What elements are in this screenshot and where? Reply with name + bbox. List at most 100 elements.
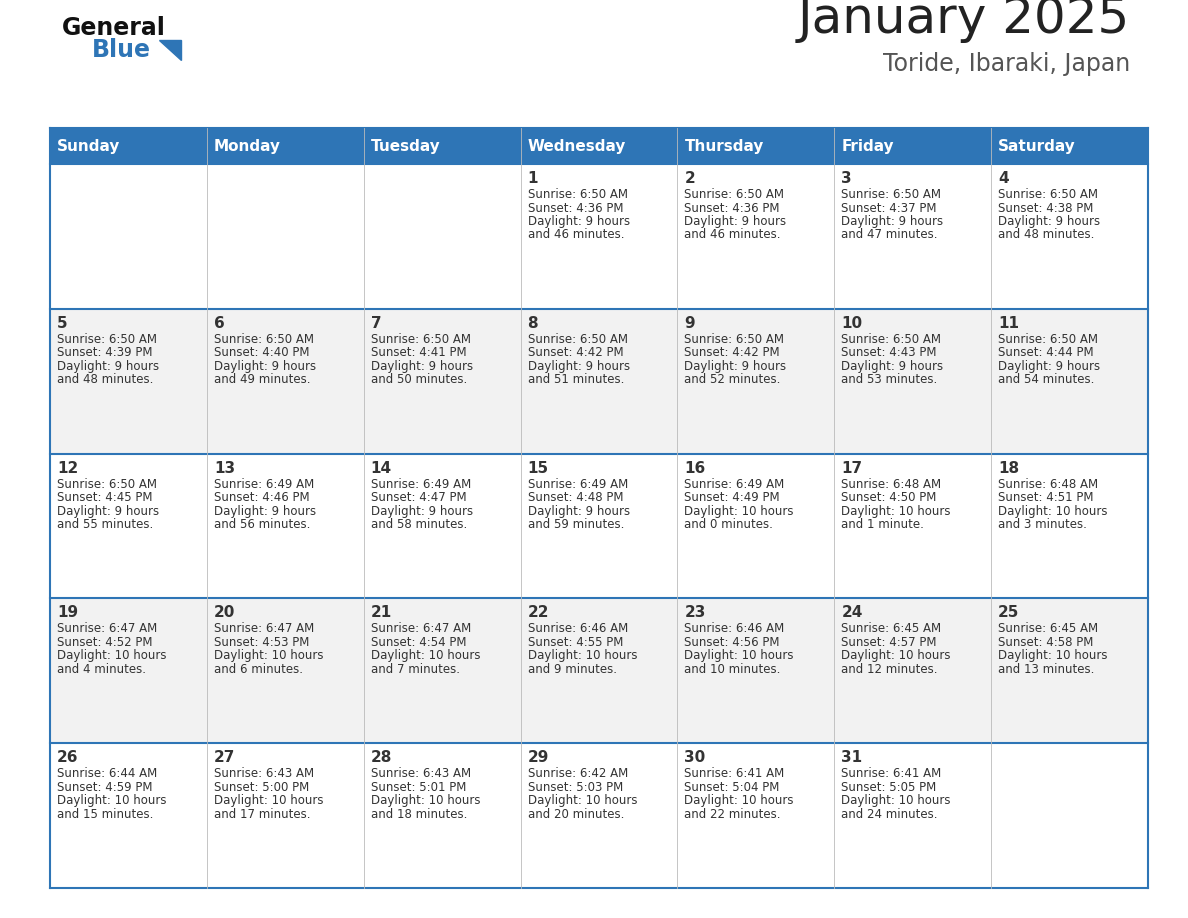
Text: Sunset: 4:39 PM: Sunset: 4:39 PM [57, 346, 152, 359]
Text: Sunset: 5:05 PM: Sunset: 5:05 PM [841, 780, 936, 794]
Text: 29: 29 [527, 750, 549, 766]
Bar [50, 308, 207, 453]
Text: 10: 10 [841, 316, 862, 330]
Text: Daylight: 10 hours: Daylight: 10 hours [841, 794, 950, 807]
Text: Sunrise: 6:45 AM: Sunrise: 6:45 AM [841, 622, 941, 635]
Bar [207, 164, 364, 308]
Bar [364, 308, 520, 453]
Text: Daylight: 10 hours: Daylight: 10 hours [998, 505, 1107, 518]
Bar [834, 744, 991, 888]
Text: and 12 minutes.: and 12 minutes. [841, 663, 937, 676]
Text: and 50 minutes.: and 50 minutes. [371, 374, 467, 386]
Text: 11: 11 [998, 316, 1019, 330]
Text: Sunrise: 6:43 AM: Sunrise: 6:43 AM [214, 767, 314, 780]
Text: Sunset: 4:43 PM: Sunset: 4:43 PM [841, 346, 937, 359]
Text: 22: 22 [527, 605, 549, 621]
Text: and 0 minutes.: and 0 minutes. [684, 518, 773, 532]
Text: and 6 minutes.: and 6 minutes. [214, 663, 303, 676]
Text: Sunrise: 6:41 AM: Sunrise: 6:41 AM [684, 767, 785, 780]
Bar [207, 453, 364, 599]
Text: Sunrise: 6:47 AM: Sunrise: 6:47 AM [371, 622, 470, 635]
Text: Sunrise: 6:50 AM: Sunrise: 6:50 AM [527, 333, 627, 346]
Text: Daylight: 9 hours: Daylight: 9 hours [371, 360, 473, 373]
Text: Daylight: 10 hours: Daylight: 10 hours [998, 649, 1107, 663]
Text: 1: 1 [527, 171, 538, 186]
Bar [991, 453, 1148, 599]
Text: Sunrise: 6:50 AM: Sunrise: 6:50 AM [841, 333, 941, 346]
Text: Sunrise: 6:42 AM: Sunrise: 6:42 AM [527, 767, 627, 780]
Text: and 48 minutes.: and 48 minutes. [998, 229, 1094, 241]
Text: Sunset: 4:36 PM: Sunset: 4:36 PM [527, 201, 623, 215]
Text: Sunset: 4:51 PM: Sunset: 4:51 PM [998, 491, 1094, 504]
Text: Daylight: 10 hours: Daylight: 10 hours [841, 649, 950, 663]
Bar [364, 599, 520, 744]
Text: Daylight: 9 hours: Daylight: 9 hours [527, 360, 630, 373]
Text: Sunrise: 6:50 AM: Sunrise: 6:50 AM [684, 333, 784, 346]
Text: 8: 8 [527, 316, 538, 330]
Bar [520, 744, 677, 888]
Text: Daylight: 10 hours: Daylight: 10 hours [527, 794, 637, 807]
Text: and 59 minutes.: and 59 minutes. [527, 518, 624, 532]
Text: Sunset: 4:40 PM: Sunset: 4:40 PM [214, 346, 309, 359]
Text: Sunrise: 6:47 AM: Sunrise: 6:47 AM [214, 622, 314, 635]
Bar [207, 308, 364, 453]
Text: Blue: Blue [91, 38, 151, 62]
Text: Sunset: 4:41 PM: Sunset: 4:41 PM [371, 346, 467, 359]
Text: Friday: Friday [841, 139, 893, 153]
Text: and 53 minutes.: and 53 minutes. [841, 374, 937, 386]
Text: Daylight: 10 hours: Daylight: 10 hours [57, 794, 166, 807]
Text: Sunset: 5:00 PM: Sunset: 5:00 PM [214, 780, 309, 794]
Text: Daylight: 9 hours: Daylight: 9 hours [527, 215, 630, 228]
Text: Sunrise: 6:50 AM: Sunrise: 6:50 AM [214, 333, 314, 346]
Text: Sunset: 4:46 PM: Sunset: 4:46 PM [214, 491, 310, 504]
Text: and 1 minute.: and 1 minute. [841, 518, 924, 532]
Text: Sunrise: 6:43 AM: Sunrise: 6:43 AM [371, 767, 470, 780]
Text: Sunrise: 6:48 AM: Sunrise: 6:48 AM [998, 477, 1098, 490]
Bar [677, 164, 834, 308]
Text: Sunrise: 6:45 AM: Sunrise: 6:45 AM [998, 622, 1098, 635]
Bar [677, 744, 834, 888]
Text: Daylight: 9 hours: Daylight: 9 hours [684, 215, 786, 228]
Text: Sunrise: 6:50 AM: Sunrise: 6:50 AM [684, 188, 784, 201]
Text: Sunset: 4:48 PM: Sunset: 4:48 PM [527, 491, 623, 504]
Bar [520, 453, 677, 599]
Bar [520, 164, 677, 308]
Bar [677, 308, 834, 453]
Bar [991, 164, 1148, 308]
Text: Daylight: 10 hours: Daylight: 10 hours [57, 649, 166, 663]
Text: Daylight: 9 hours: Daylight: 9 hours [527, 505, 630, 518]
Text: Daylight: 9 hours: Daylight: 9 hours [841, 215, 943, 228]
Text: and 58 minutes.: and 58 minutes. [371, 518, 467, 532]
Text: Daylight: 10 hours: Daylight: 10 hours [684, 649, 794, 663]
Text: Sunset: 4:45 PM: Sunset: 4:45 PM [57, 491, 152, 504]
Text: 20: 20 [214, 605, 235, 621]
Text: Sunset: 4:54 PM: Sunset: 4:54 PM [371, 636, 466, 649]
Text: and 9 minutes.: and 9 minutes. [527, 663, 617, 676]
Text: Daylight: 9 hours: Daylight: 9 hours [214, 505, 316, 518]
Text: Toride, Ibaraki, Japan: Toride, Ibaraki, Japan [883, 52, 1130, 76]
Text: Sunrise: 6:49 AM: Sunrise: 6:49 AM [371, 477, 470, 490]
Text: 23: 23 [684, 605, 706, 621]
Text: 15: 15 [527, 461, 549, 476]
Text: and 54 minutes.: and 54 minutes. [998, 374, 1094, 386]
Text: Saturday: Saturday [998, 139, 1076, 153]
Text: Sunrise: 6:47 AM: Sunrise: 6:47 AM [57, 622, 157, 635]
Bar [834, 599, 991, 744]
Text: Sunset: 4:49 PM: Sunset: 4:49 PM [684, 491, 781, 504]
Text: Monday: Monday [214, 139, 280, 153]
Text: January 2025: January 2025 [798, 0, 1130, 43]
Text: and 3 minutes.: and 3 minutes. [998, 518, 1087, 532]
Text: Daylight: 9 hours: Daylight: 9 hours [998, 215, 1100, 228]
Text: Sunset: 4:53 PM: Sunset: 4:53 PM [214, 636, 309, 649]
Text: 24: 24 [841, 605, 862, 621]
Text: Daylight: 9 hours: Daylight: 9 hours [684, 360, 786, 373]
Text: 7: 7 [371, 316, 381, 330]
Text: Daylight: 10 hours: Daylight: 10 hours [371, 649, 480, 663]
Text: and 13 minutes.: and 13 minutes. [998, 663, 1094, 676]
Text: and 18 minutes.: and 18 minutes. [371, 808, 467, 821]
Text: 14: 14 [371, 461, 392, 476]
Text: and 48 minutes.: and 48 minutes. [57, 374, 153, 386]
Text: Sunrise: 6:50 AM: Sunrise: 6:50 AM [998, 188, 1098, 201]
Text: Sunrise: 6:46 AM: Sunrise: 6:46 AM [684, 622, 785, 635]
Bar [364, 453, 520, 599]
